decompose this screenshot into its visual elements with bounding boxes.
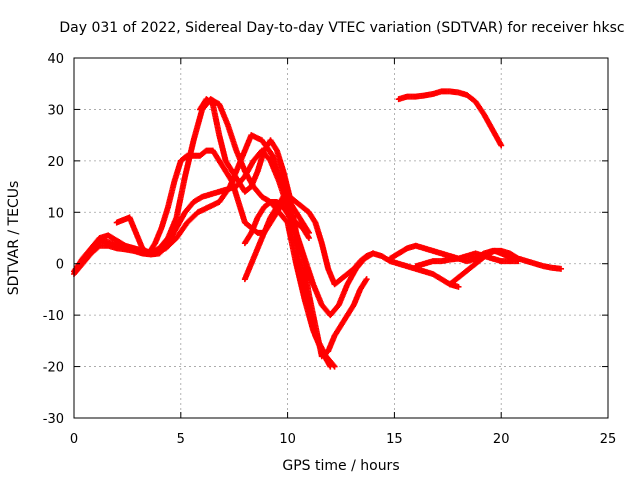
data-point	[455, 283, 462, 290]
data-point	[370, 250, 377, 257]
data-point	[331, 363, 338, 370]
series-track-5	[197, 96, 370, 360]
data-point	[515, 258, 522, 265]
series-track-11	[412, 250, 522, 270]
y-tick-label: 0	[56, 258, 64, 273]
y-tick-label: 10	[47, 206, 64, 221]
y-axis-ticks: -30 -20 -10 0 10 20 30 40	[43, 52, 608, 427]
data-point	[498, 142, 505, 149]
x-axis-ticks: 0 5 10 15 20 25	[70, 58, 616, 447]
series-track-10	[446, 247, 518, 288]
data-point	[330, 362, 337, 369]
y-axis-label: SDTVAR / TECUs	[6, 181, 22, 296]
x-tick-label: 5	[177, 432, 185, 447]
data-point	[305, 235, 312, 241]
y-tick-label: 30	[47, 103, 64, 118]
data-series	[71, 88, 565, 370]
x-tick-label: 0	[70, 432, 78, 447]
y-tick-label: -30	[43, 412, 64, 427]
y-tick-label: 20	[47, 155, 64, 170]
y-tick-label: 40	[47, 52, 64, 67]
series-track-7	[241, 199, 312, 247]
y-tick-label: -20	[43, 361, 64, 376]
data-point	[363, 276, 370, 283]
series-track-8	[395, 88, 505, 149]
chart-title: Day 031 of 2022, Sidereal Day-to-day VTE…	[59, 20, 624, 36]
plot-frame	[73, 57, 609, 419]
x-tick-label: 20	[493, 432, 510, 447]
x-axis-label: GPS time / hours	[282, 458, 399, 474]
data-point	[558, 265, 565, 272]
x-tick-label: 10	[279, 432, 296, 447]
x-tick-label: 25	[600, 432, 617, 447]
x-tick-label: 15	[386, 432, 403, 447]
series-track-6	[241, 193, 312, 283]
y-tick-label: -10	[43, 309, 64, 324]
